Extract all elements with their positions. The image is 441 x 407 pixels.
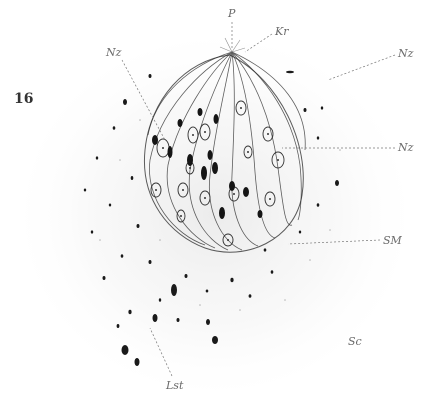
label-lst: Lst: [166, 379, 184, 392]
label-sc: Sc: [348, 335, 362, 348]
label-nz-top-right: Nz: [398, 47, 414, 60]
label-sm: SM: [383, 234, 402, 247]
figure-number: 16: [14, 91, 34, 107]
label-p: P: [228, 7, 236, 20]
label-nz-right: Nz: [398, 141, 414, 154]
label-kr: Kr: [275, 25, 289, 38]
label-nz-top-left: Nz: [106, 46, 122, 59]
